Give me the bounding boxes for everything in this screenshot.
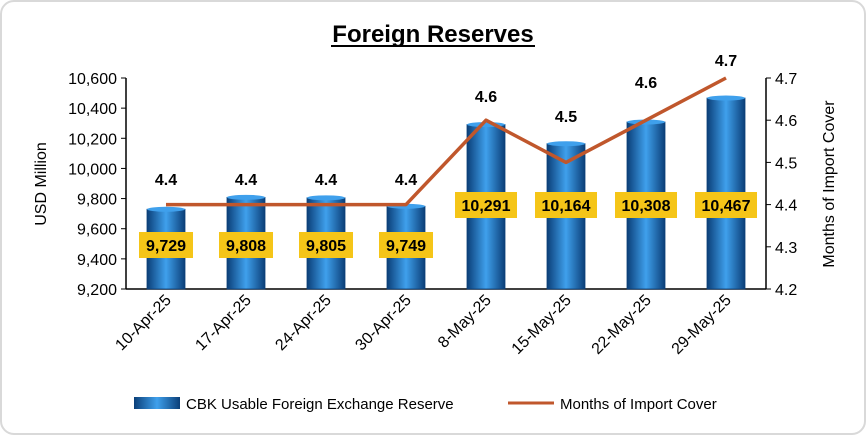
legend-line-label: Months of Import Cover [560, 396, 717, 413]
left-tick-label: 9,200 [77, 282, 117, 299]
bar-data-label: 10,164 [542, 198, 591, 215]
bar-label-box [615, 192, 677, 218]
bar-data-label: 9,808 [226, 238, 266, 255]
bar-label-box [219, 232, 273, 258]
left-axis-title: USD Million [33, 142, 50, 226]
left-tick-label: 9,400 [77, 252, 117, 269]
left-tick-label: 10,600 [68, 71, 117, 88]
x-tick-label: 15-May-25 [509, 292, 575, 358]
bar-label-box [535, 192, 597, 218]
right-tick-label: 4.4 [775, 198, 797, 215]
right-tick-label: 4.3 [775, 240, 797, 257]
left-axis-ticks: 9,200 9,400 9,600 9,800 10,000 10,200 10,400 10… [68, 71, 126, 299]
bar-top-cap [147, 206, 185, 212]
bar-data-label: 9,749 [386, 238, 426, 255]
bar-data-label: 10,467 [702, 198, 751, 215]
left-tick-label: 10,000 [68, 161, 117, 178]
x-tick-label: 8-May-25 [435, 292, 495, 352]
line-series [165, 76, 727, 207]
bar-top-cap [547, 141, 585, 147]
x-axis-ticks: 10-Apr-25 17-Apr-25 24-Apr-25 30-Apr-25 8-Ma… [112, 292, 734, 358]
left-tick-label: 10,400 [68, 101, 117, 118]
x-tick-label: 29-May-25 [669, 292, 735, 358]
line-data-label: 4.4 [235, 172, 257, 189]
right-tick-label: 4.6 [775, 113, 797, 130]
bar-top-cap [227, 194, 265, 200]
bar-top-cap [707, 95, 745, 101]
left-tick-label: 10,200 [68, 131, 117, 148]
bar-label-box [139, 232, 193, 258]
line-data-label: 4.6 [475, 89, 497, 106]
right-tick-label: 4.5 [775, 155, 797, 172]
legend-bar-label: CBK Usable Foreign Exchange Reserve [186, 396, 454, 413]
right-axis-title: Months of Import Cover [821, 100, 838, 268]
right-tick-label: 4.2 [775, 282, 797, 299]
bar-data-label: 10,308 [622, 198, 671, 215]
legend: CBK Usable Foreign Exchange Reserve Mont… [134, 396, 717, 413]
bar-data-label: 9,805 [306, 238, 346, 255]
right-axis-ticks: 4.2 4.3 4.4 4.5 4.6 4.7 [766, 71, 797, 299]
x-tick-label: 10-Apr-25 [112, 292, 174, 354]
x-tick-label: 17-Apr-25 [192, 292, 254, 354]
bar-data-labels: 9,729 9,808 9,805 9,749 10,291 10,164 10,308 10… [139, 192, 757, 258]
left-tick-label: 9,800 [77, 192, 117, 209]
bar-data-label: 10,291 [462, 198, 511, 215]
bar-label-box [299, 232, 353, 258]
left-tick-label: 9,600 [77, 222, 117, 239]
line-data-label: 4.5 [555, 109, 577, 126]
line-data-label: 4.4 [395, 172, 417, 189]
bar-label-box [379, 232, 433, 258]
bar-label-box [455, 192, 517, 218]
right-tick-label: 4.7 [775, 71, 797, 88]
x-tick-label: 24-Apr-25 [272, 292, 334, 354]
legend-bar-swatch [134, 397, 180, 409]
bar-top-cap [307, 195, 345, 201]
x-tick-label: 22-May-25 [589, 292, 655, 358]
line-data-label: 4.4 [155, 172, 177, 189]
bar-data-label: 9,729 [146, 238, 186, 255]
x-tick-label: 30-Apr-25 [352, 292, 414, 354]
line-data-label: 4.7 [715, 53, 737, 70]
line-data-label: 4.6 [635, 75, 657, 92]
line-data-labels: 4.4 4.4 4.4 4.4 4.6 4.5 4.6 4.7 [155, 53, 737, 189]
line-path [166, 76, 727, 207]
chart-title: Foreign Reserves [332, 21, 533, 48]
line-data-label: 4.4 [315, 172, 337, 189]
bar-label-box [695, 192, 757, 218]
